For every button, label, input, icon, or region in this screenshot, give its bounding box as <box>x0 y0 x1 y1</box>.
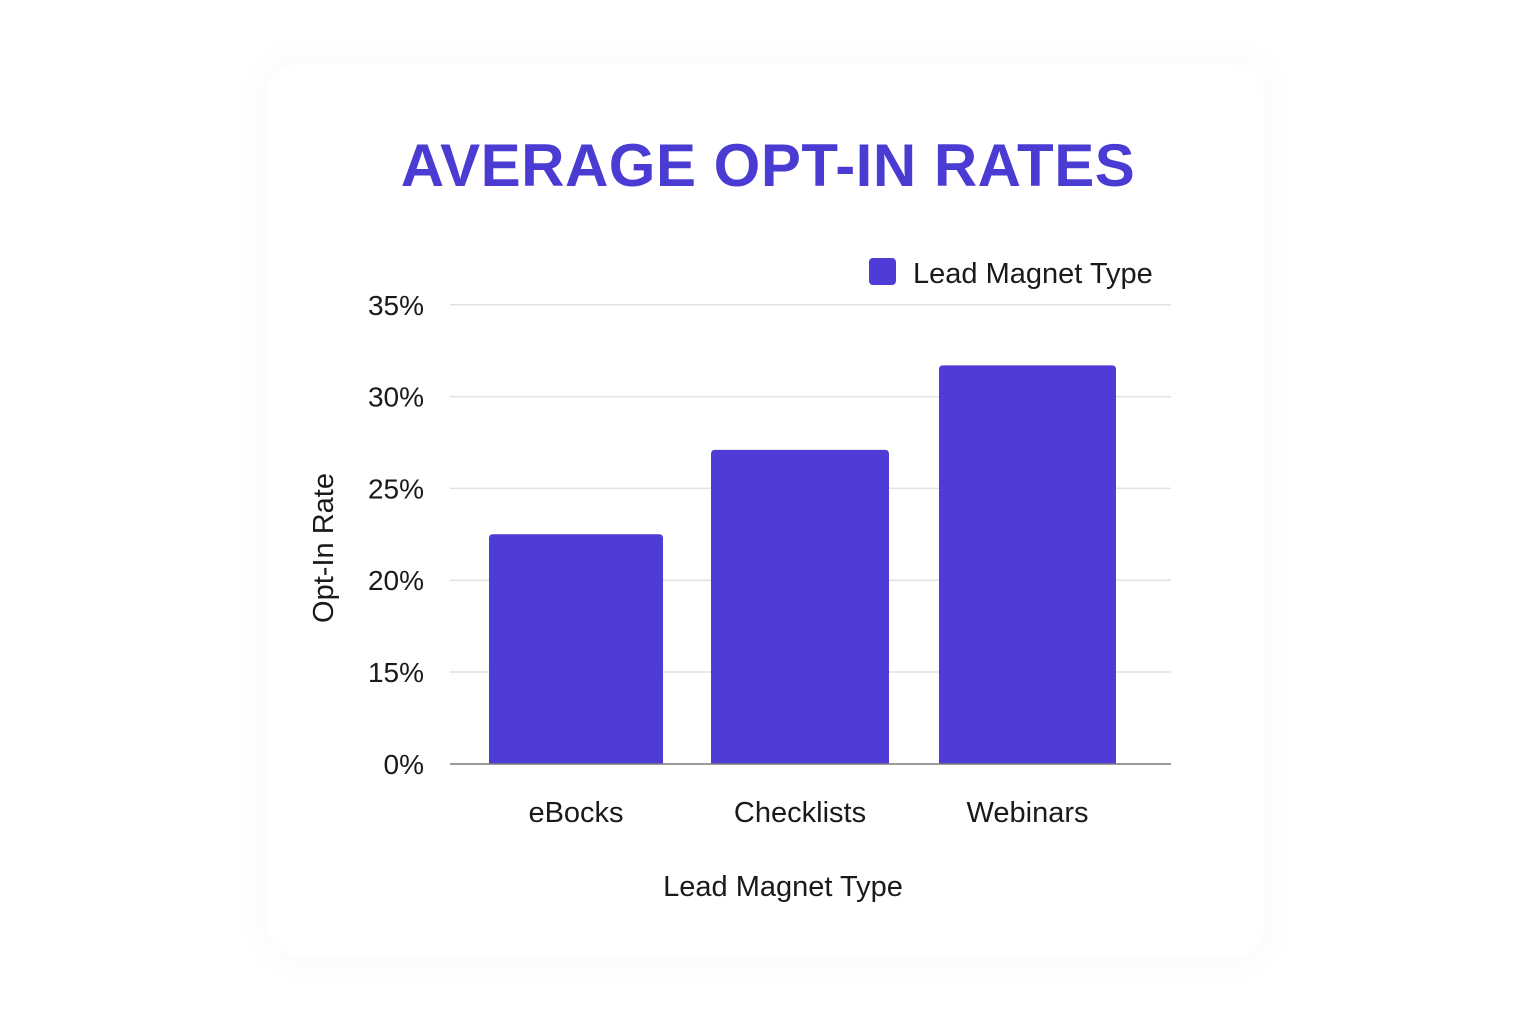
y-tick-label: 35% <box>368 290 424 321</box>
x-category-label: Checklists <box>734 797 866 829</box>
x-category-labels: eBocks Checklists Webinars <box>528 797 1088 829</box>
bar-ebocks <box>489 534 663 764</box>
legend: Lead Magnet Type <box>869 258 1153 290</box>
x-category-label: Webinars <box>967 797 1089 829</box>
legend-label: Lead Magnet Type <box>913 258 1153 290</box>
y-axis-title: Opt-In Rate <box>308 473 340 623</box>
y-tick-label: 15% <box>368 657 424 688</box>
chart-title: AVERAGE OPT-IN RATES <box>400 132 1136 199</box>
y-tick-label: 0% <box>384 749 424 780</box>
bar-webinars <box>939 365 1116 764</box>
y-tick-label: 20% <box>368 565 424 596</box>
y-tick-label: 30% <box>368 382 424 413</box>
bar-checklists <box>711 449 889 764</box>
x-axis-title: Lead Magnet Type <box>663 871 903 903</box>
y-tick-labels: 0% 15% 20% 25% 30% 35% <box>368 290 424 780</box>
y-tick-label: 25% <box>368 473 424 504</box>
legend-swatch <box>869 258 896 285</box>
x-category-label: eBocks <box>528 797 623 829</box>
bars <box>489 365 1116 764</box>
